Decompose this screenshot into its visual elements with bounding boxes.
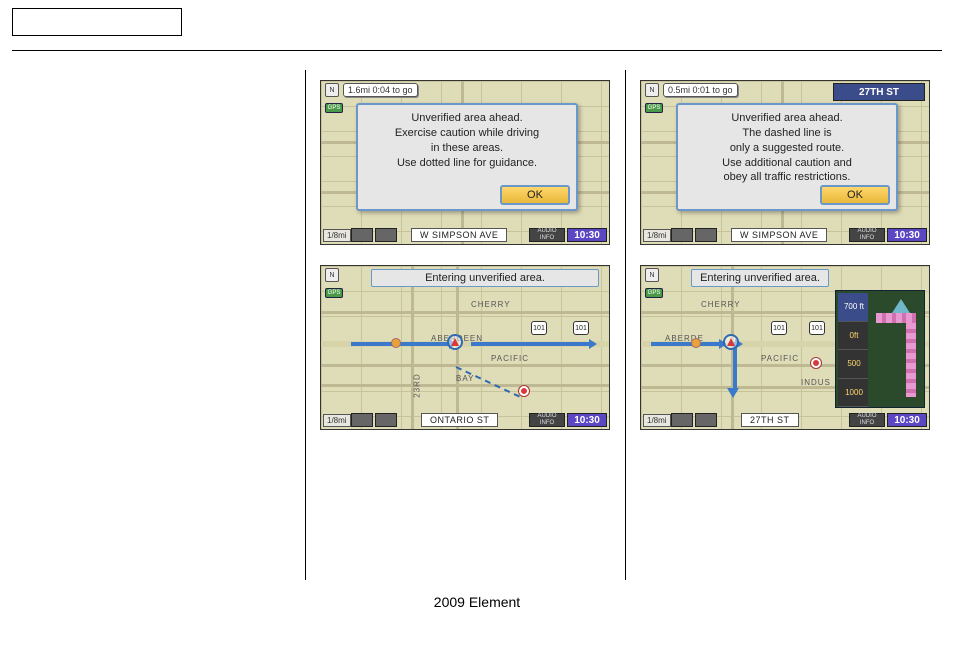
- compass-icon: N: [645, 83, 659, 97]
- dialog-line: only a suggested route.: [730, 141, 844, 156]
- street-label: INDUS: [801, 378, 831, 387]
- route-segment: [651, 342, 721, 346]
- turn-arrow-box: [868, 293, 922, 407]
- turn-route-vertical: [906, 313, 916, 397]
- ok-button[interactable]: OK: [820, 185, 890, 205]
- compass-icon: N: [325, 83, 339, 97]
- nav-screen-3: N GPS Entering unverified area. CHERRY A…: [320, 265, 610, 430]
- map-scale: 1/8mi: [323, 414, 351, 427]
- waypoint-icon: [691, 338, 701, 348]
- vehicle-icon: [447, 334, 463, 350]
- route-shield: 101: [573, 321, 589, 335]
- route-shield: 101: [531, 321, 547, 335]
- current-street: 27TH ST: [741, 413, 799, 427]
- route-arrowhead-down: [727, 388, 739, 398]
- dialog-line: in these areas.: [431, 141, 503, 156]
- turn-scale-step: 1000: [838, 379, 870, 408]
- route-segment: [351, 342, 451, 346]
- clock: 10:30: [887, 228, 927, 242]
- alert-dialog: Unverified area ahead. The dashed line i…: [676, 103, 898, 211]
- header-placeholder-box: [12, 8, 182, 36]
- turn-scale-step: 700 ft: [838, 293, 870, 322]
- header-divider: [12, 50, 942, 51]
- voice-button[interactable]: [695, 413, 717, 427]
- map-road: [321, 364, 609, 367]
- current-street: W SIMPSON AVE: [411, 228, 507, 242]
- voice-button[interactable]: [375, 228, 397, 242]
- waypoint-icon: [391, 338, 401, 348]
- street-label: CHERRY: [701, 300, 741, 309]
- next-street-chip: 27TH ST: [833, 83, 925, 101]
- audio-info-button[interactable]: AUDIO INFO: [529, 413, 565, 427]
- street-label: 23RD: [413, 373, 422, 397]
- gps-indicator: GPS: [645, 103, 663, 113]
- turn-scale-step: 500: [838, 350, 870, 379]
- route-segment: [471, 342, 591, 346]
- map-scale: 1/8mi: [643, 229, 671, 242]
- gps-indicator: GPS: [325, 103, 343, 113]
- vehicle-icon: [723, 334, 739, 350]
- street-label: CHERRY: [471, 300, 511, 309]
- distance-remaining: 0.5mi 0:01 to go: [663, 83, 738, 97]
- voice-button[interactable]: [695, 228, 717, 242]
- screenshots-grid: N 1.6mi 0:04 to go GPS Unverified area a…: [320, 80, 930, 430]
- map-scale: 1/8mi: [643, 414, 671, 427]
- map-road: [321, 384, 609, 387]
- gps-indicator: GPS: [645, 288, 663, 298]
- icon-button[interactable]: [351, 228, 373, 242]
- dialog-line: Use dotted line for guidance.: [397, 156, 537, 171]
- compass-icon: N: [645, 268, 659, 282]
- street-label: PACIFIC: [491, 354, 529, 363]
- ok-button[interactable]: OK: [500, 185, 570, 205]
- destination-icon: [811, 358, 821, 368]
- dialog-line: Unverified area ahead.: [411, 111, 522, 126]
- current-street: ONTARIO ST: [421, 413, 498, 427]
- map-background: [321, 266, 609, 429]
- distance-remaining: 1.6mi 0:04 to go: [343, 83, 418, 97]
- map-scale: 1/8mi: [323, 229, 351, 242]
- column-divider-left: [305, 70, 306, 580]
- status-banner: Entering unverified area.: [691, 269, 829, 287]
- turn-route-horizontal: [876, 313, 916, 323]
- voice-button[interactable]: [375, 413, 397, 427]
- route-shield: 101: [809, 321, 825, 335]
- alert-dialog: Unverified area ahead. Exercise caution …: [356, 103, 578, 211]
- turn-preview-panel: 700 ft 0ft 500 1000: [835, 290, 925, 408]
- nav-screen-4: N GPS Entering unverified area. CHERRY A…: [640, 265, 930, 430]
- gps-indicator: GPS: [325, 288, 343, 298]
- audio-info-button[interactable]: AUDIO INFO: [849, 228, 885, 242]
- icon-button[interactable]: [671, 413, 693, 427]
- dialog-line: Exercise caution while driving: [395, 126, 539, 141]
- audio-info-button[interactable]: AUDIO INFO: [849, 413, 885, 427]
- nav-screen-2: N 0.5mi 0:01 to go 27TH ST GPS Unverifie…: [640, 80, 930, 245]
- clock: 10:30: [567, 413, 607, 427]
- map-road: [411, 266, 414, 429]
- map-road: [321, 311, 609, 314]
- turn-direction-arrow-icon: [892, 299, 910, 313]
- footer-text: 2009 Element: [0, 594, 954, 610]
- nav-screen-1: N 1.6mi 0:04 to go GPS Unverified area a…: [320, 80, 610, 245]
- clock: 10:30: [887, 413, 927, 427]
- current-street: W SIMPSON AVE: [731, 228, 827, 242]
- street-label: PACIFIC: [761, 354, 799, 363]
- dialog-line: Use additional caution and: [722, 156, 852, 171]
- dialog-line: The dashed line is: [742, 126, 831, 141]
- icon-button[interactable]: [671, 228, 693, 242]
- audio-info-button[interactable]: AUDIO INFO: [529, 228, 565, 242]
- clock: 10:30: [567, 228, 607, 242]
- turn-scale-step: 0ft: [838, 322, 870, 351]
- status-banner: Entering unverified area.: [371, 269, 599, 287]
- dialog-line: Unverified area ahead.: [731, 111, 842, 126]
- compass-icon: N: [325, 268, 339, 282]
- destination-icon: [519, 386, 529, 396]
- icon-button[interactable]: [351, 413, 373, 427]
- route-shield: 101: [771, 321, 787, 335]
- dialog-line: obey all traffic restrictions.: [724, 170, 851, 185]
- turn-distance-scale: 700 ft 0ft 500 1000: [838, 293, 870, 407]
